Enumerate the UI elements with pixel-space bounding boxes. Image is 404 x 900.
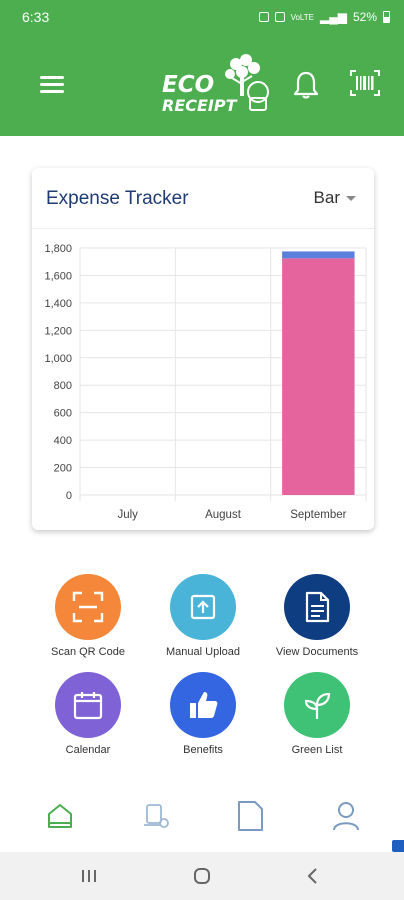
menu-button[interactable] bbox=[38, 74, 68, 96]
calendar-button[interactable] bbox=[55, 672, 121, 738]
y-tick-label: 0 bbox=[66, 490, 72, 502]
view-documents-button[interactable] bbox=[284, 574, 350, 640]
signal-icon: ▂▄▆ bbox=[320, 10, 347, 24]
logo-text-bottom: RECEIPT bbox=[162, 96, 237, 115]
chart-type-dropdown[interactable]: Bar bbox=[314, 188, 356, 208]
sprout-icon bbox=[301, 689, 333, 721]
home-circle-icon bbox=[194, 868, 210, 884]
battery-text: 52% bbox=[352, 10, 377, 24]
status-time: 6:33 bbox=[22, 9, 50, 25]
expense-tracker-card: Expense Tracker Bar 0 200 400 600 800 1,000 1,… bbox=[32, 168, 374, 530]
green-list-button[interactable] bbox=[284, 672, 350, 738]
scan-qr-code-button[interactable] bbox=[55, 574, 121, 640]
tree-logo-icon bbox=[225, 54, 269, 111]
benefits-action[interactable]: Benefits bbox=[138, 672, 268, 756]
scan-qr-code-action[interactable]: Scan QR Code bbox=[23, 574, 153, 658]
chevron-down-icon bbox=[346, 196, 356, 202]
back-button[interactable] bbox=[298, 864, 328, 888]
app-bar: ECO RECEIPT bbox=[0, 34, 404, 136]
x-tick-label: September bbox=[290, 509, 346, 521]
nav-profile[interactable] bbox=[326, 796, 366, 836]
upload-icon bbox=[188, 592, 218, 622]
card-divider bbox=[32, 228, 374, 229]
recent-apps-icon bbox=[82, 870, 96, 882]
logo-text-top: ECO bbox=[162, 72, 215, 98]
signal-label: VoLTE bbox=[290, 12, 314, 22]
document-icon bbox=[303, 591, 331, 623]
nav-home[interactable] bbox=[40, 796, 80, 836]
eco-receipt-logo: ECO RECEIPT bbox=[158, 54, 270, 118]
bar-september-series-1 bbox=[282, 251, 355, 259]
nav-documents[interactable] bbox=[230, 796, 270, 836]
app-notification-icon bbox=[274, 12, 285, 22]
user-icon bbox=[333, 802, 359, 831]
card-title: Expense Tracker bbox=[46, 188, 189, 209]
bar-september-series-0 bbox=[282, 258, 355, 495]
notification-icon bbox=[258, 12, 269, 22]
action-label: View Documents bbox=[275, 646, 359, 658]
thumbs-up-icon bbox=[186, 688, 220, 722]
back-icon bbox=[307, 868, 317, 884]
action-label: Scan QR Code bbox=[51, 646, 125, 658]
green-list-action[interactable]: Green List bbox=[252, 672, 382, 756]
action-label: Manual Upload bbox=[166, 646, 240, 658]
scan-icon bbox=[71, 590, 105, 624]
y-tick-label: 600 bbox=[54, 408, 72, 420]
manual-upload-button[interactable] bbox=[170, 574, 236, 640]
y-tick-label: 1,400 bbox=[44, 298, 72, 310]
y-tick-label: 1,000 bbox=[44, 353, 72, 365]
page-icon bbox=[238, 801, 263, 831]
status-icons: VoLTE ▂▄▆ 52% bbox=[258, 10, 390, 24]
calendar-action[interactable]: Calendar bbox=[23, 672, 153, 756]
view-documents-action[interactable]: View Documents bbox=[252, 574, 382, 658]
y-tick-label: 400 bbox=[54, 435, 72, 447]
battery-icon bbox=[383, 11, 390, 23]
action-label: Green List bbox=[291, 744, 343, 756]
nav-devices[interactable] bbox=[136, 796, 176, 836]
y-tick-label: 1,800 bbox=[44, 243, 72, 255]
recent-apps-button[interactable] bbox=[74, 864, 104, 888]
benefits-button[interactable] bbox=[170, 672, 236, 738]
x-tick-label: July bbox=[117, 509, 138, 521]
barcode-scan-icon[interactable] bbox=[350, 70, 380, 96]
edge-tab[interactable] bbox=[392, 840, 404, 852]
y-tick-label: 1,600 bbox=[44, 270, 72, 282]
devices-icon bbox=[144, 804, 169, 828]
expense-bar-chart: 0 200 400 600 800 1,000 1,200 1,400 1,600 1,800 Ju… bbox=[44, 243, 367, 521]
home-icon bbox=[48, 804, 72, 828]
y-tick-label: 800 bbox=[54, 380, 72, 392]
action-label: Calendar bbox=[65, 744, 111, 756]
chart-type-value: Bar bbox=[313, 188, 340, 207]
home-button[interactable] bbox=[187, 864, 217, 888]
x-tick-label: August bbox=[205, 509, 242, 521]
status-bar: 6:33 VoLTE ▂▄▆ 52% bbox=[0, 0, 404, 34]
bell-icon[interactable] bbox=[292, 70, 320, 100]
action-label: Benefits bbox=[183, 744, 223, 756]
calendar-icon bbox=[72, 689, 104, 721]
y-tick-label: 200 bbox=[54, 463, 72, 475]
manual-upload-action[interactable]: Manual Upload bbox=[138, 574, 268, 658]
bottom-navigation bbox=[0, 782, 404, 852]
system-navigation-bar bbox=[0, 852, 404, 900]
y-tick-label: 1,200 bbox=[44, 325, 72, 337]
